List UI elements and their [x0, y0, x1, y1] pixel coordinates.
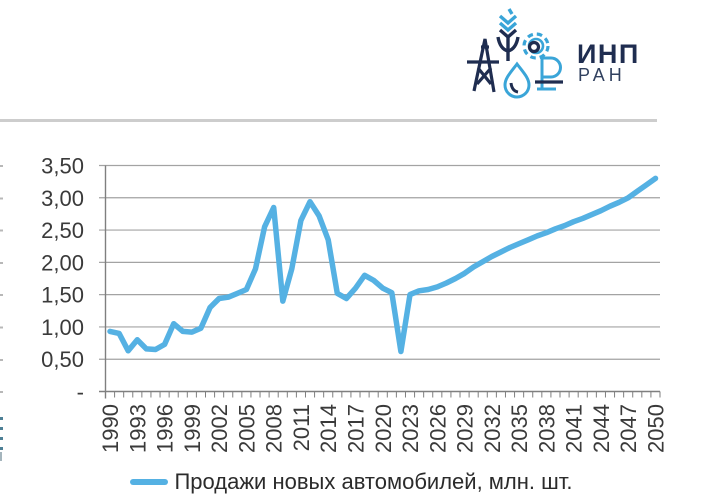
left-edge-dash-artifacts [0, 417, 3, 451]
x-axis-tick-label: 2002 [207, 404, 232, 453]
chart-legend: Продажи новых автомобилей, млн. шт. [0, 467, 703, 497]
left-edge-tick-artifacts [0, 165, 3, 394]
x-axis-tick-label: 2035 [507, 404, 532, 453]
y-axis-tick-label: 0,50 [41, 347, 84, 372]
left-edge-stub-artifact [0, 452, 2, 461]
gear-icon [522, 32, 550, 60]
y-axis-tick-label: - [77, 380, 84, 405]
y-axis-tick-label: 3,50 [41, 154, 84, 179]
x-axis-tick-label: 1990 [98, 404, 123, 453]
org-sub-text: РАН [578, 65, 626, 85]
sales-line-series [107, 175, 659, 355]
y-axis-tick-label: 2,00 [41, 250, 84, 275]
x-axis-tick-label: 2029 [453, 404, 478, 453]
y-axis-tick-label: 1,50 [41, 283, 84, 308]
wheat-icon [496, 28, 520, 61]
x-axis-tick-label: 2044 [589, 404, 614, 453]
y-axis-tick-label: 3,00 [41, 186, 84, 211]
institute-logo: ИНП РАН [465, 5, 665, 105]
x-axis-tick-label: 2047 [616, 404, 641, 453]
org-abbr-text: ИНП [577, 39, 640, 69]
x-axis-tick-label: 2041 [562, 404, 587, 453]
x-axis-tick-label: 1993 [125, 404, 150, 453]
header-divider-line [0, 119, 657, 122]
x-axis-tick-label: 2023 [398, 404, 423, 453]
x-axis-tick-label: 2050 [644, 404, 669, 453]
y-axis-tick-label: 2,50 [41, 218, 84, 243]
x-axis-tick-label: 1996 [153, 404, 178, 453]
x-axis-tick-label: 2017 [344, 404, 369, 453]
x-axis-tick-label: 2038 [534, 404, 559, 453]
oil-derrick-icon [467, 38, 499, 93]
x-axis-tick-label: 1999 [180, 404, 205, 453]
x-axis-tick-label: 2008 [262, 404, 287, 453]
institute-logo-mark-icon [467, 8, 563, 99]
y-axis-tick-label: 1,00 [41, 315, 84, 340]
x-axis-tick-label: 2011 [289, 404, 314, 451]
legend-line-marker-icon [130, 479, 169, 485]
x-axis-tick-label: 2020 [371, 404, 396, 453]
legend-series-label: Продажи новых автомобилей, млн. шт. [174, 469, 573, 494]
water-drop-icon [503, 61, 531, 99]
ruble-icon [535, 56, 563, 91]
x-axis-tick-label: 2005 [234, 404, 259, 453]
x-axis-tick-label: 2014 [316, 404, 341, 453]
arrow-down-icon [498, 8, 518, 33]
x-axis-tick-label: 2026 [425, 404, 450, 453]
x-axis-tick-label: 2032 [480, 404, 505, 453]
